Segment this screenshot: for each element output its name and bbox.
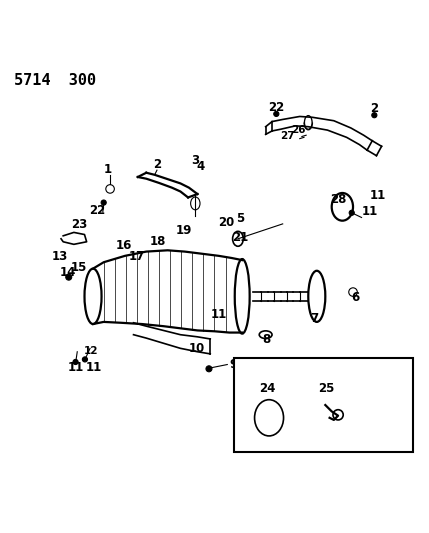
Text: 25: 25 [318,382,335,395]
Text: 9: 9 [230,358,238,370]
Text: 1: 1 [104,163,112,176]
Text: 2: 2 [153,158,161,172]
Text: 4: 4 [197,160,205,173]
Text: 23: 23 [71,218,87,231]
Bar [234,358,413,452]
Text: 3: 3 [191,154,199,167]
Text: 20: 20 [218,216,234,229]
Text: 11: 11 [369,189,385,202]
Text: 17: 17 [129,250,145,263]
Text: 2: 2 [370,102,378,115]
Circle shape [372,112,377,118]
Text: 11: 11 [362,205,378,219]
Text: 10: 10 [188,342,205,355]
Circle shape [73,359,78,365]
Text: 11: 11 [86,361,103,374]
Text: 22: 22 [89,204,106,217]
Text: 28: 28 [330,192,346,206]
Circle shape [101,200,106,205]
Text: 5: 5 [236,212,244,225]
Text: 18: 18 [150,235,166,248]
Circle shape [274,111,279,117]
Text: 21: 21 [232,231,248,244]
Text: 8: 8 [263,333,271,346]
Text: 27: 27 [280,131,294,141]
Circle shape [349,210,354,215]
Circle shape [66,274,72,280]
Text: 14: 14 [59,266,76,279]
Text: 7: 7 [311,312,319,325]
Text: 6: 6 [351,290,359,304]
Circle shape [206,366,212,372]
Text: 11: 11 [211,308,227,321]
Text: 11: 11 [68,361,84,374]
Text: 26: 26 [291,125,306,135]
Text: 5714  300: 5714 300 [14,72,96,87]
Text: 24: 24 [260,382,276,395]
Text: 22: 22 [268,101,284,114]
Text: 12: 12 [84,346,98,356]
Text: 13: 13 [52,250,68,263]
Text: 19: 19 [175,224,192,237]
Text: 15: 15 [71,261,87,274]
Text: 16: 16 [116,239,132,252]
Circle shape [82,357,88,362]
